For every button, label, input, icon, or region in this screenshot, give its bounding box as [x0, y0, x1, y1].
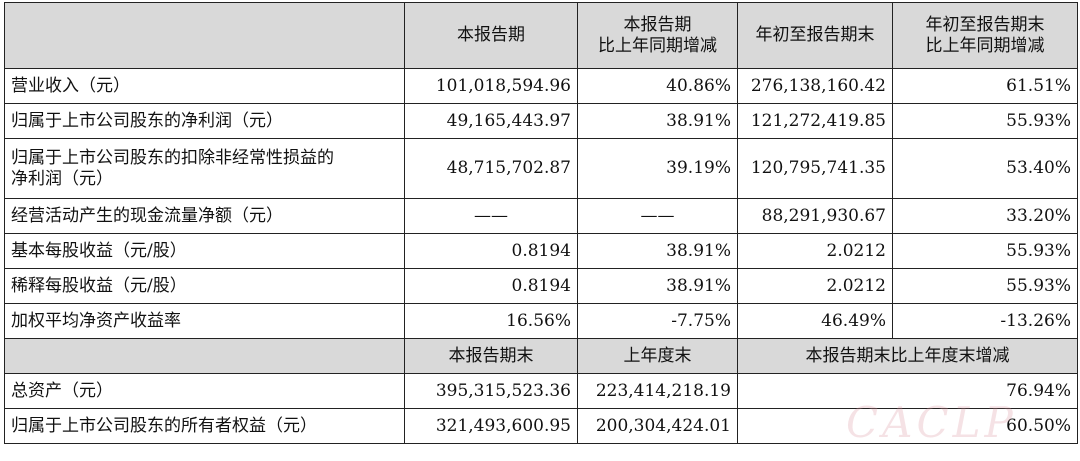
- cell-current-period: ——: [404, 198, 578, 234]
- cell-current-period-yoy: ——: [577, 198, 738, 234]
- header-current-period-yoy: 本报告期 比上年同期增减: [577, 2, 738, 69]
- cell-prior-year-end: 200,304,424.01: [577, 408, 738, 444]
- table-row: 归属于上市公司股东的所有者权益（元） 321,493,600.95 200,30…: [4, 408, 1078, 444]
- header-current-period-yoy-line1: 本报告期: [623, 15, 692, 36]
- cell-ytd-yoy: 61.51%: [892, 68, 1078, 104]
- row-label: 营业收入（元）: [4, 68, 405, 104]
- cell-ytd-yoy: 55.93%: [892, 268, 1078, 304]
- header-current-period: 本报告期: [404, 2, 578, 69]
- cell-period-end: 395,315,523.36: [404, 373, 578, 409]
- cell-ytd: 276,138,160.42: [737, 68, 893, 104]
- cell-ytd: 2.0212: [737, 233, 893, 269]
- table-row: 基本每股收益（元/股） 0.8194 38.91% 2.0212 55.93%: [4, 233, 1078, 269]
- cell-current-period-yoy: 39.19%: [577, 138, 738, 199]
- header2-change: 本报告期末比上年度末增减: [737, 338, 1078, 374]
- cell-current-period-yoy: 38.91%: [577, 103, 738, 139]
- row-label: 归属于上市公司股东的所有者权益（元）: [4, 408, 405, 444]
- row-label: 归属于上市公司股东的净利润（元）: [4, 103, 405, 139]
- header2-period-end: 本报告期末: [404, 338, 578, 374]
- cell-ytd: 120,795,741.35: [737, 138, 893, 199]
- cell-change: 60.50%: [737, 408, 1078, 444]
- cell-ytd: 88,291,930.67: [737, 198, 893, 234]
- row-label: 基本每股收益（元/股）: [4, 233, 405, 269]
- cell-ytd: 2.0212: [737, 268, 893, 304]
- cell-ytd: 121,272,419.85: [737, 103, 893, 139]
- row-label: 总资产（元）: [4, 373, 405, 409]
- header-empty-cell: [4, 2, 405, 69]
- table-row: 加权平均净资产收益率 16.56% -7.75% 46.49% -13.26%: [4, 303, 1078, 339]
- header-row-2: 本报告期末 上年度末 本报告期末比上年度末增减: [4, 338, 1078, 374]
- table-row: 稀释每股收益（元/股） 0.8194 38.91% 2.0212 55.93%: [4, 268, 1078, 304]
- cell-ytd-yoy: 33.20%: [892, 198, 1078, 234]
- table-row: 经营活动产生的现金流量净额（元） —— —— 88,291,930.67 33.…: [4, 198, 1078, 234]
- cell-current-period-yoy: 40.86%: [577, 68, 738, 104]
- row-label-line1: 归属于上市公司股东的扣除非经常性损益的: [11, 148, 334, 169]
- header-current-period-yoy-line2: 比上年同期增减: [598, 35, 717, 56]
- row-label-line2: 净利润（元）: [11, 168, 113, 189]
- cell-change: 76.94%: [737, 373, 1078, 409]
- table-row: 归属于上市公司股东的扣除非经常性损益的 净利润（元） 48,715,702.87…: [4, 138, 1078, 199]
- row-label: 加权平均净资产收益率: [4, 303, 405, 339]
- table-row: 营业收入（元） 101,018,594.96 40.86% 276,138,16…: [4, 68, 1078, 104]
- cell-current-period: 101,018,594.96: [404, 68, 578, 104]
- row-label: 归属于上市公司股东的扣除非经常性损益的 净利润（元）: [4, 138, 405, 199]
- cell-prior-year-end: 223,414,218.19: [577, 373, 738, 409]
- table-row: 归属于上市公司股东的净利润（元） 49,165,443.97 38.91% 12…: [4, 103, 1078, 139]
- financial-summary-table: 本报告期 本报告期 比上年同期增减 年初至报告期末 年初至报告期末 比上年同期增…: [4, 2, 1078, 444]
- header-ytd: 年初至报告期末: [737, 2, 893, 69]
- cell-current-period: 0.8194: [404, 268, 578, 304]
- cell-ytd-yoy: 53.40%: [892, 138, 1078, 199]
- header-ytd-yoy-line2: 比上年同期增减: [925, 35, 1045, 56]
- cell-ytd-yoy: -13.26%: [892, 303, 1078, 339]
- table-row: 总资产（元） 395,315,523.36 223,414,218.19 76.…: [4, 373, 1078, 409]
- cell-ytd-yoy: 55.93%: [892, 103, 1078, 139]
- header2-empty-cell: [4, 338, 405, 374]
- cell-current-period: 48,715,702.87: [404, 138, 578, 199]
- cell-period-end: 321,493,600.95: [404, 408, 578, 444]
- header-ytd-yoy: 年初至报告期末 比上年同期增减: [892, 2, 1078, 69]
- cell-current-period-yoy: 38.91%: [577, 268, 738, 304]
- row-label: 经营活动产生的现金流量净额（元）: [4, 198, 405, 234]
- cell-current-period: 0.8194: [404, 233, 578, 269]
- cell-current-period: 16.56%: [404, 303, 578, 339]
- header2-prior-year-end: 上年度末: [577, 338, 738, 374]
- header-ytd-yoy-line1: 年初至报告期末: [925, 15, 1045, 36]
- cell-ytd: 46.49%: [737, 303, 893, 339]
- cell-current-period-yoy: -7.75%: [577, 303, 738, 339]
- cell-current-period: 49,165,443.97: [404, 103, 578, 139]
- cell-ytd-yoy: 55.93%: [892, 233, 1078, 269]
- row-label: 稀释每股收益（元/股）: [4, 268, 405, 304]
- cell-current-period-yoy: 38.91%: [577, 233, 738, 269]
- header-row: 本报告期 本报告期 比上年同期增减 年初至报告期末 年初至报告期末 比上年同期增…: [4, 2, 1078, 69]
